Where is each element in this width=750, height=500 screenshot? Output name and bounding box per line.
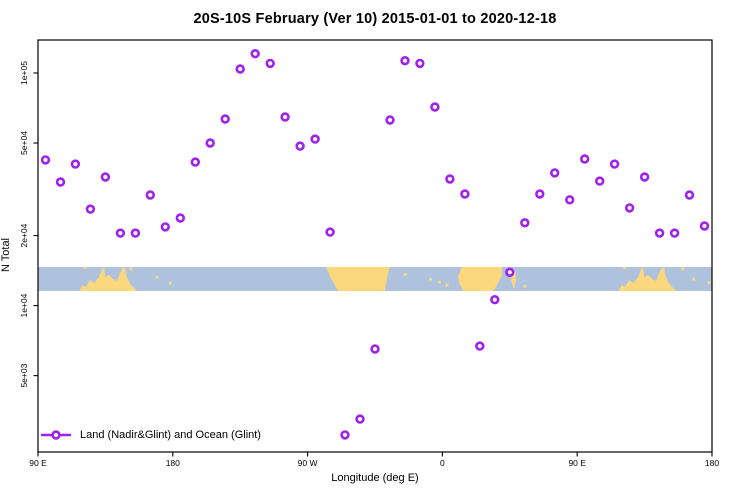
data-point (280, 112, 290, 122)
island-speck (403, 272, 407, 276)
y-axis-label: N Total (0, 237, 12, 273)
y-tick-label: 1e+04 (19, 293, 29, 317)
data-point (564, 195, 575, 205)
data-point (385, 115, 395, 125)
data-point (310, 134, 320, 144)
data-point (340, 430, 350, 440)
data-point (430, 102, 440, 112)
island-speck (523, 284, 527, 288)
land-africa (458, 267, 502, 291)
data-point (355, 414, 365, 424)
plot-box (37, 39, 713, 453)
island-speck (155, 275, 159, 279)
data-point (654, 228, 665, 238)
island-speck (438, 280, 441, 284)
land-south-america (326, 267, 390, 291)
x-tick-label: 90 W (298, 458, 318, 468)
y-tick-label: 1e+05 (19, 61, 29, 85)
data-point (460, 189, 470, 199)
legend: Land (Nadir&Glint) and Ocean (Glint) (40, 428, 261, 442)
data-point (475, 341, 485, 351)
data-point (235, 64, 245, 74)
data-point (205, 138, 215, 148)
data-point (370, 344, 380, 354)
data-point (699, 221, 710, 231)
data-point (505, 267, 515, 277)
data-point (520, 218, 530, 228)
data-point (400, 55, 410, 66)
y-tick-label: 5e+04 (19, 131, 29, 155)
data-point (594, 176, 605, 186)
island-speck (681, 267, 685, 271)
data-point (669, 228, 680, 238)
data-point (115, 228, 126, 238)
data-point (624, 203, 635, 213)
plot-title: 20S-10S February (Ver 10) 2015-01-01 to … (193, 11, 557, 27)
data-point (415, 58, 425, 69)
data-point (160, 222, 171, 232)
data-point (145, 190, 156, 200)
data-point (684, 190, 695, 200)
data-point (549, 168, 560, 178)
world-map-strip (38, 267, 712, 291)
land-australia-east (619, 268, 677, 291)
legend-label: Land (Nadir&Glint) and Ocean (Glint) (80, 429, 261, 441)
x-tick-label: 180 (166, 458, 180, 468)
data-point (190, 157, 201, 167)
x-tick-label: 90 E (29, 458, 47, 468)
data-point (100, 172, 111, 182)
data-point (609, 159, 620, 169)
legend-marker-icon (41, 430, 71, 440)
data-point (130, 228, 141, 238)
y-tick-label: 2e+04 (19, 223, 29, 247)
data-point (85, 204, 96, 214)
x-tick-label: 90 E (568, 458, 586, 468)
island-speck (168, 281, 172, 285)
data-point (325, 227, 335, 237)
y-tick-label: 5e+03 (19, 363, 29, 387)
x-tick-label: 0 (440, 458, 445, 468)
data-point (220, 114, 230, 124)
data-point (175, 213, 186, 223)
x-axis-label: Longitude (deg E) (331, 472, 419, 484)
data-point (250, 48, 260, 59)
data-point (445, 174, 455, 184)
island-speck (83, 267, 87, 269)
data-point (70, 159, 81, 169)
island-speck (622, 267, 626, 269)
island-speck (707, 281, 711, 285)
data-point (490, 295, 500, 305)
data-point (265, 58, 275, 69)
data-point (579, 154, 590, 164)
data-point (639, 172, 650, 182)
island-speck (445, 283, 449, 287)
land-australia-west-copy (79, 268, 137, 291)
island-speck (129, 267, 133, 271)
data-point (295, 141, 305, 151)
island-speck (429, 277, 432, 281)
island-speck (692, 277, 696, 281)
x-tick-label: 180 (705, 458, 719, 468)
legend-point-icon (51, 430, 61, 440)
data-point (40, 155, 51, 165)
data-point (535, 189, 545, 199)
data-point (55, 177, 66, 187)
